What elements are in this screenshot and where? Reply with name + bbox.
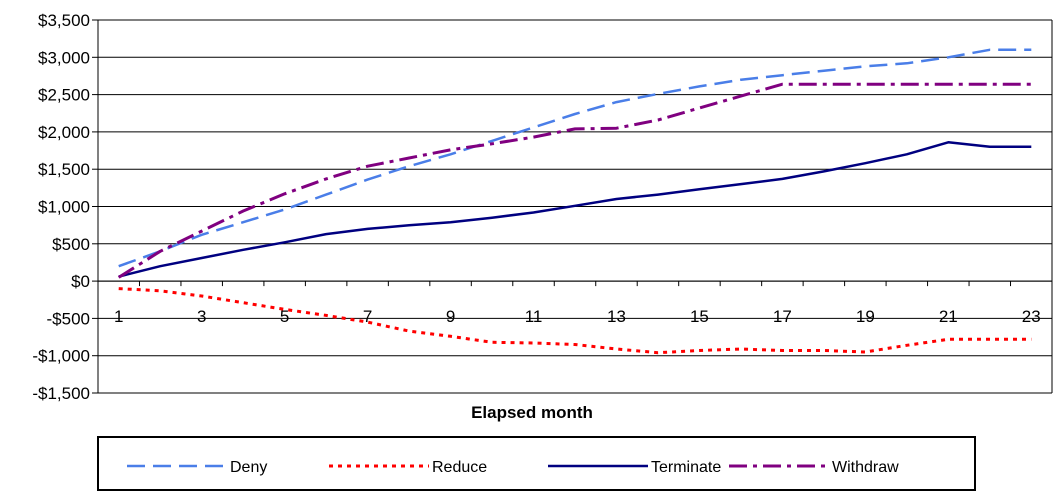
y-tick-label: $2,500 — [38, 86, 90, 105]
x-tick-label: 11 — [525, 307, 543, 326]
series-line-reduce — [118, 287, 1032, 355]
axes — [97, 20, 1053, 393]
y-tick-label: $500 — [52, 235, 90, 254]
y-tick-label: $3,500 — [38, 11, 90, 30]
y-tick-label: -$1,500 — [32, 384, 90, 403]
x-tick-label: 15 — [690, 307, 709, 326]
x-tick-label: 17 — [773, 307, 792, 326]
series-line-terminate — [118, 141, 1032, 278]
legend: Deny Reduce Terminate Withdraw — [97, 436, 976, 491]
y-tick-label: $1,500 — [38, 160, 90, 179]
legend-box — [97, 436, 976, 491]
x-axis-label: Elapsed month — [471, 403, 593, 422]
y-tick-label: -$1,000 — [32, 347, 90, 366]
x-tick-label: 23 — [1022, 307, 1041, 326]
x-tick-label: 21 — [939, 307, 958, 326]
x-tick-label: 9 — [446, 307, 455, 326]
x-tick-label: 13 — [607, 307, 626, 326]
series-line-withdraw — [117, 82, 1032, 279]
y-tick-label: -$500 — [47, 309, 90, 328]
x-tick-label: 7 — [363, 307, 372, 326]
y-tick-label: $3,000 — [38, 48, 90, 67]
y-tick-label: $2,000 — [38, 123, 90, 142]
x-tick-label: 3 — [197, 307, 206, 326]
series-line-deny — [118, 48, 1032, 268]
y-axis-ticks: -$1,500 -$1,000 -$500 $0 $500 $1,000 $1,500 $2,… — [32, 11, 98, 403]
legend-label-withdraw: Withdraw — [832, 459, 899, 476]
series-lines — [117, 48, 1032, 355]
x-tick-label: 19 — [856, 307, 875, 326]
y-tick-label: $1,000 — [38, 198, 90, 217]
x-axis-ticks: 1 3 5 7 9 11 13 15 17 19 21 23 — [97, 281, 1053, 326]
x-tick-label: 5 — [280, 307, 289, 326]
legend-label-reduce: Reduce — [432, 459, 487, 476]
legend-label-terminate: Terminate — [651, 459, 721, 476]
x-tick-label: 1 — [114, 307, 123, 326]
legend-label-deny: Deny — [230, 459, 267, 476]
y-tick-label: $0 — [71, 272, 90, 291]
